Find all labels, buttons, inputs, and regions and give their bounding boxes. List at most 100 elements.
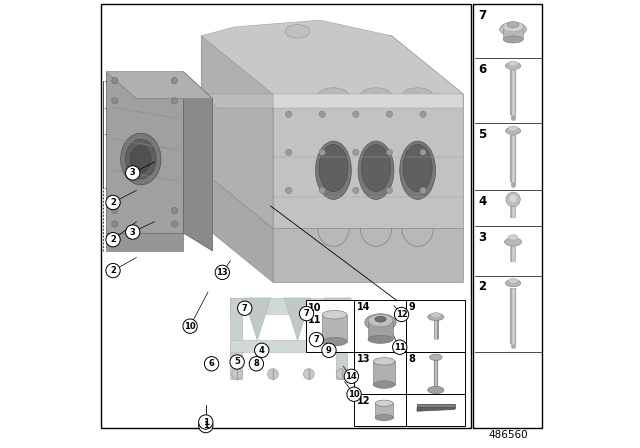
Ellipse shape bbox=[500, 22, 527, 36]
Circle shape bbox=[198, 415, 213, 429]
Text: 10: 10 bbox=[308, 303, 322, 313]
Text: 12: 12 bbox=[396, 310, 408, 319]
Bar bbox=[368, 322, 393, 340]
Polygon shape bbox=[244, 298, 271, 340]
Text: 2: 2 bbox=[110, 235, 116, 244]
Text: 3: 3 bbox=[130, 228, 136, 237]
Ellipse shape bbox=[323, 310, 347, 319]
Bar bbox=[406, 300, 465, 352]
Circle shape bbox=[230, 355, 244, 369]
Text: 1: 1 bbox=[203, 418, 209, 426]
Ellipse shape bbox=[373, 358, 395, 365]
Text: 3: 3 bbox=[478, 231, 486, 244]
Text: 4: 4 bbox=[478, 195, 486, 208]
Text: 8: 8 bbox=[253, 359, 259, 368]
Ellipse shape bbox=[358, 141, 394, 199]
Circle shape bbox=[506, 192, 520, 207]
Ellipse shape bbox=[506, 280, 521, 287]
Text: 486560: 486560 bbox=[488, 431, 528, 440]
Text: 8: 8 bbox=[409, 354, 415, 364]
Bar bbox=[406, 352, 465, 394]
Polygon shape bbox=[284, 298, 311, 340]
Ellipse shape bbox=[362, 145, 390, 192]
Bar bbox=[473, 4, 541, 428]
Ellipse shape bbox=[121, 134, 161, 185]
Text: 14: 14 bbox=[346, 372, 357, 381]
Circle shape bbox=[309, 332, 324, 347]
Text: 5: 5 bbox=[478, 128, 486, 141]
Circle shape bbox=[172, 221, 177, 227]
Polygon shape bbox=[202, 36, 273, 228]
Circle shape bbox=[319, 149, 325, 155]
Ellipse shape bbox=[368, 314, 393, 327]
Ellipse shape bbox=[429, 354, 442, 360]
Ellipse shape bbox=[368, 335, 393, 343]
Circle shape bbox=[392, 340, 407, 354]
Circle shape bbox=[249, 357, 264, 371]
Text: 12: 12 bbox=[356, 396, 370, 406]
Circle shape bbox=[319, 111, 325, 117]
Circle shape bbox=[183, 319, 197, 333]
Circle shape bbox=[172, 78, 177, 84]
Circle shape bbox=[387, 187, 392, 194]
Text: 5: 5 bbox=[234, 358, 240, 366]
Bar bbox=[373, 361, 395, 384]
Circle shape bbox=[336, 369, 347, 379]
Ellipse shape bbox=[365, 314, 396, 331]
Circle shape bbox=[319, 187, 325, 194]
Polygon shape bbox=[273, 94, 463, 108]
Ellipse shape bbox=[403, 145, 432, 192]
Circle shape bbox=[172, 98, 177, 104]
Polygon shape bbox=[106, 72, 184, 233]
Text: 14: 14 bbox=[356, 302, 370, 312]
Text: 13: 13 bbox=[356, 354, 370, 364]
Circle shape bbox=[237, 301, 252, 315]
Circle shape bbox=[268, 369, 278, 379]
Circle shape bbox=[112, 98, 118, 104]
Circle shape bbox=[255, 343, 269, 358]
Ellipse shape bbox=[508, 235, 518, 240]
Polygon shape bbox=[230, 340, 347, 352]
Text: 7: 7 bbox=[314, 335, 319, 344]
Bar bbox=[306, 300, 355, 352]
Ellipse shape bbox=[508, 61, 518, 66]
Text: 7: 7 bbox=[242, 304, 248, 313]
Bar bbox=[355, 394, 406, 426]
Bar bbox=[355, 352, 406, 394]
Text: 2: 2 bbox=[478, 280, 486, 293]
Circle shape bbox=[353, 111, 359, 117]
Ellipse shape bbox=[431, 313, 441, 318]
Ellipse shape bbox=[428, 386, 444, 394]
Ellipse shape bbox=[506, 62, 521, 69]
Text: 7: 7 bbox=[478, 9, 486, 22]
Text: 9: 9 bbox=[409, 302, 415, 312]
Ellipse shape bbox=[373, 381, 395, 388]
Bar bbox=[375, 403, 393, 418]
Text: 11: 11 bbox=[394, 343, 406, 352]
Polygon shape bbox=[230, 298, 347, 314]
Bar bbox=[503, 28, 523, 39]
Text: 2: 2 bbox=[110, 266, 116, 275]
Text: 3: 3 bbox=[130, 168, 136, 177]
Circle shape bbox=[322, 343, 336, 358]
Circle shape bbox=[353, 149, 359, 155]
Circle shape bbox=[420, 149, 426, 155]
Ellipse shape bbox=[375, 316, 386, 322]
Ellipse shape bbox=[508, 279, 518, 284]
Circle shape bbox=[347, 387, 361, 401]
Circle shape bbox=[285, 111, 292, 117]
Text: 2: 2 bbox=[110, 198, 116, 207]
Ellipse shape bbox=[319, 88, 348, 100]
Bar bbox=[475, 352, 541, 426]
Circle shape bbox=[387, 111, 392, 117]
Polygon shape bbox=[336, 298, 347, 379]
Polygon shape bbox=[184, 72, 212, 251]
Polygon shape bbox=[417, 408, 454, 411]
Circle shape bbox=[112, 78, 118, 84]
Ellipse shape bbox=[362, 88, 390, 100]
Circle shape bbox=[125, 225, 140, 239]
Polygon shape bbox=[273, 228, 463, 282]
Ellipse shape bbox=[131, 146, 151, 172]
Ellipse shape bbox=[508, 126, 518, 131]
Ellipse shape bbox=[504, 238, 522, 246]
